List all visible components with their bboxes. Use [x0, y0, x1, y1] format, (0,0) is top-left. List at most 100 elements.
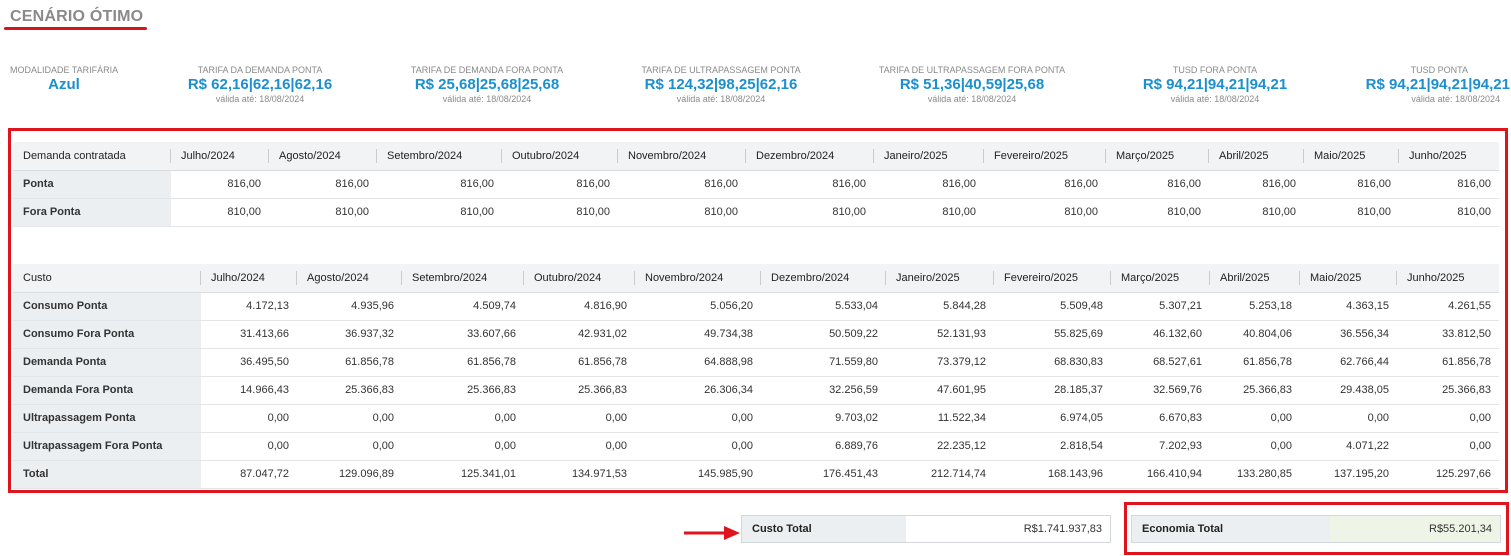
tariff-label: TARIFA DE ULTRAPASSAGEM FORA PONTA — [878, 65, 1066, 75]
column-header[interactable]: Junho/2025 — [1397, 264, 1499, 293]
table-cell: 7.202,93 — [1111, 432, 1210, 461]
table-cell: 816,00 — [377, 170, 502, 199]
table-cell: 26.306,34 — [635, 376, 761, 405]
tariff-demanda-ponta: TARIFA DA DEMANDA PONTA R$ 62,16|62,16|6… — [170, 65, 350, 104]
column-header[interactable]: Janeiro/2025 — [886, 264, 994, 293]
table-cell: 816,00 — [874, 170, 984, 199]
column-header[interactable]: Outubro/2024 — [524, 264, 635, 293]
tariff-ultrapassagem-ponta: TARIFA DE ULTRAPASSAGEM PONTA R$ 124,32|… — [621, 65, 821, 104]
column-header[interactable]: Março/2025 — [1106, 142, 1209, 171]
title-underline — [4, 27, 147, 30]
table-cell: 5.056,20 — [635, 292, 761, 321]
table-cell: 125.297,66 — [1397, 460, 1499, 489]
column-header[interactable]: Novembro/2024 — [618, 142, 746, 171]
tariff-value: R$ 94,21|94,21|94,21 — [1142, 76, 1288, 93]
column-header[interactable]: Julho/2024 — [201, 264, 297, 293]
table-cell: 50.509,22 — [761, 320, 886, 349]
tariff-tusd-ponta: TUSD PONTA R$ 94,21|94,21|94,21 válida a… — [1340, 65, 1510, 104]
table-cell: 5.509,48 — [994, 292, 1111, 321]
table-cell: 0,00 — [1397, 404, 1499, 433]
table-cell: 0,00 — [297, 432, 402, 461]
column-header[interactable]: Agosto/2024 — [297, 264, 402, 293]
tariff-label: TUSD FORA PONTA — [1172, 65, 1258, 75]
table-cell: 816,00 — [269, 170, 377, 199]
table-cell: 40.804,06 — [1210, 320, 1300, 349]
table-cell: 33.812,50 — [1397, 320, 1499, 349]
tariff-valid: válida até: 18/08/2024 — [442, 94, 532, 104]
column-header-label: Maio/2025 — [1314, 149, 1366, 162]
column-header[interactable]: Maio/2025 — [1300, 264, 1397, 293]
column-header[interactable]: Junho/2025 — [1399, 142, 1499, 171]
table-cell: 0,00 — [1300, 404, 1397, 433]
column-header-label: Junho/2025 — [1409, 149, 1467, 162]
custo-total-value: R$1.741.937,83 — [1023, 523, 1102, 535]
table-cell: 14.966,43 — [201, 376, 297, 405]
column-header[interactable]: Setembro/2024 — [402, 264, 524, 293]
column-header-label: Março/2025 — [1116, 149, 1175, 162]
table-cell: 61.856,78 — [1397, 348, 1499, 377]
column-header[interactable]: Demanda contratada — [13, 142, 171, 171]
tariff-label: TUSD PONTA — [1410, 65, 1468, 75]
table-cell: 810,00 — [269, 198, 377, 227]
tariff-value: R$ 94,21|94,21|94,21 — [1365, 76, 1510, 93]
table-cell: 32.569,76 — [1111, 376, 1210, 405]
column-header[interactable]: Janeiro/2025 — [874, 142, 984, 171]
column-header-label: Novembro/2024 — [628, 149, 707, 162]
column-header[interactable]: Abril/2025 — [1210, 264, 1300, 293]
tariff-modalidade: MODALIDADE TARIFÁRIA Azul — [10, 65, 118, 94]
tariff-label: TARIFA DE ULTRAPASSAGEM PONTA — [641, 65, 801, 75]
column-header-label: Maio/2025 — [1310, 271, 1362, 284]
table-cell: 6.889,76 — [761, 432, 886, 461]
table-cell: 0,00 — [524, 404, 635, 433]
table-cell: 68.830,83 — [994, 348, 1111, 377]
table-cell: 816,00 — [618, 170, 746, 199]
column-header[interactable]: Maio/2025 — [1304, 142, 1399, 171]
column-header[interactable]: Dezembro/2024 — [761, 264, 886, 293]
row-label: Ultrapassagem Fora Ponta — [13, 432, 201, 461]
table-cell: 36.495,50 — [201, 348, 297, 377]
column-header[interactable]: Custo — [13, 264, 201, 293]
table-row: Total 87.047,72 129.096,89 125.341,01 134.97… — [13, 460, 1499, 489]
table-cell: 810,00 — [874, 198, 984, 227]
table-cell: 25.366,83 — [1210, 376, 1300, 405]
table-cell: 31.413,66 — [201, 320, 297, 349]
economia-total-summary: Economia Total R$55.201,34 — [1131, 515, 1501, 543]
column-header[interactable]: Fevereiro/2025 — [994, 264, 1111, 293]
highlight-frame-tables — [8, 128, 1508, 493]
table-cell: 810,00 — [1106, 198, 1209, 227]
table-cell: 0,00 — [402, 432, 524, 461]
table-row: Ultrapassagem Ponta 0,00 0,00 0,00 0,00 0,00 9… — [13, 404, 1499, 433]
column-header[interactable]: Março/2025 — [1111, 264, 1210, 293]
column-header-label: Fevereiro/2025 — [994, 149, 1068, 162]
economia-total-label: Economia Total — [1132, 516, 1330, 542]
table-cell: 9.703,02 — [761, 404, 886, 433]
tariff-value: R$ 25,68|25,68|25,68 — [414, 76, 560, 93]
tariff-valid: válida até: 18/08/2024 — [676, 94, 766, 104]
column-header[interactable]: Novembro/2024 — [635, 264, 761, 293]
table-cell: 4.509,74 — [402, 292, 524, 321]
column-header-label: Agosto/2024 — [307, 271, 369, 284]
column-header[interactable]: Julho/2024 — [171, 142, 269, 171]
tariff-tusd-fora-ponta: TUSD FORA PONTA R$ 94,21|94,21|94,21 vál… — [1125, 65, 1305, 104]
table-cell: 55.825,69 — [994, 320, 1111, 349]
tariff-label: MODALIDADE TARIFÁRIA — [10, 65, 119, 75]
table-cell: 4.261,55 — [1397, 292, 1499, 321]
column-header-label: Janeiro/2025 — [896, 271, 960, 284]
table-row: Consumo Fora Ponta 31.413,66 36.937,32 33.6… — [13, 320, 1499, 349]
column-header[interactable]: Abril/2025 — [1209, 142, 1304, 171]
column-header[interactable]: Dezembro/2024 — [746, 142, 874, 171]
column-header[interactable]: Setembro/2024 — [377, 142, 502, 171]
column-header-label: Outubro/2024 — [534, 271, 602, 284]
table-cell: 0,00 — [402, 404, 524, 433]
column-header[interactable]: Fevereiro/2025 — [984, 142, 1106, 171]
column-header-label: Dezembro/2024 — [756, 149, 835, 162]
demanda-header-row: Demanda contratada Julho/2024 Agosto/202… — [13, 142, 1499, 171]
table-cell: 4.935,96 — [297, 292, 402, 321]
column-header[interactable]: Agosto/2024 — [269, 142, 377, 171]
column-header[interactable]: Outubro/2024 — [502, 142, 618, 171]
table-cell: 816,00 — [171, 170, 269, 199]
tariff-label: TARIFA DA DEMANDA PONTA — [197, 65, 323, 75]
table-cell: 0,00 — [1210, 404, 1300, 433]
row-label: Demanda Ponta — [13, 348, 201, 377]
table-cell: 166.410,94 — [1111, 460, 1210, 489]
